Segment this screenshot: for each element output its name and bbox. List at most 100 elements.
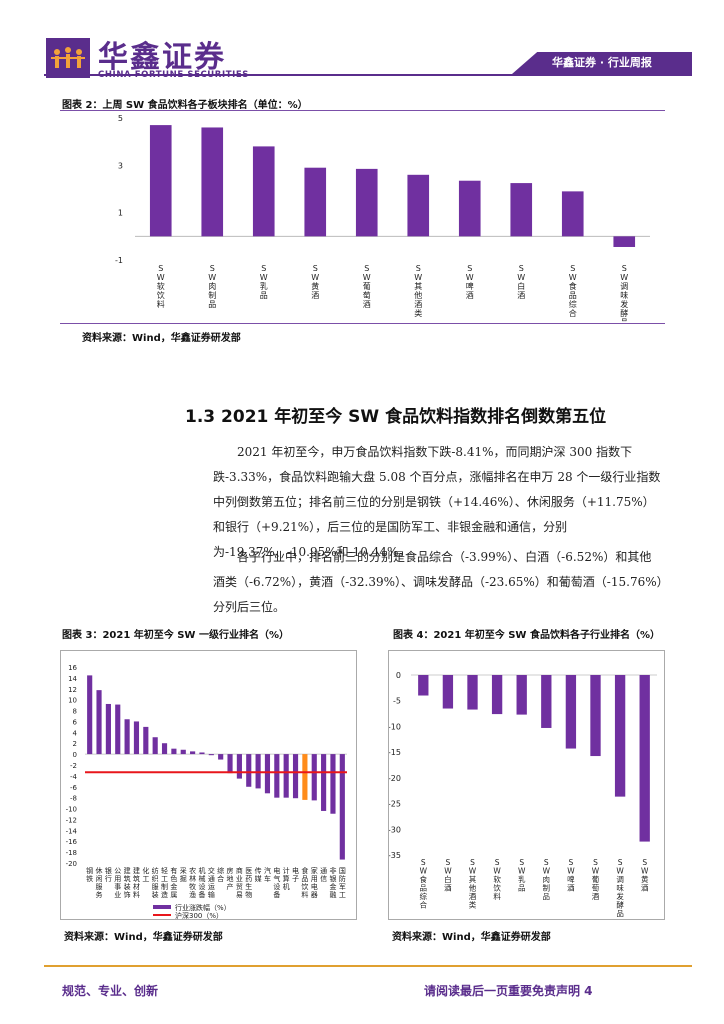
figure-4-frame: 0 -5 -10 -15 -20 -25 -30 -35 S W 食品综合 S W 白酒 S W 其他酒类 S W 软…: [388, 650, 665, 920]
category-label-1: S W 白酒: [444, 858, 452, 893]
y-tick-label: -2: [70, 762, 77, 770]
legend-line-label: 沪深300（%）: [175, 911, 223, 919]
bar-4: [355, 168, 378, 237]
category-label-3: S W 黄酒: [311, 264, 319, 300]
category-label-1: S W 肉制品: [208, 264, 216, 309]
bar-6: [565, 675, 577, 749]
category-label-27: 国防军工: [339, 867, 346, 899]
y-tick-label: -14: [66, 827, 78, 835]
bar-9: [171, 748, 177, 755]
y-tick-label: -25: [389, 800, 401, 809]
category-label-23: 食品饮料: [301, 866, 308, 899]
sw-industry-ytd-chart: 16 14 12 10 8 6 4 2 0 -2 -4 -6 -8 -10 -12 -14 -16 -18 -20 钢…: [66, 664, 347, 920]
logo-figures-icon: [51, 47, 85, 68]
company-logo-mark: [46, 38, 90, 78]
bar-22: [292, 754, 299, 799]
footer-disclaimer-page: 请阅读最后一页重要免责声明 4: [424, 984, 593, 998]
category-label-0: S W 软饮料: [157, 264, 165, 309]
bar-16: [236, 754, 242, 779]
bar-8: [614, 675, 626, 797]
bar-15: [227, 754, 233, 774]
y-tick-label: -16: [66, 838, 78, 846]
category-label-0: S W 食品综合: [420, 858, 428, 910]
y-tick-label: 0: [396, 671, 401, 680]
bar-25: [321, 754, 327, 811]
section-title: 1.3 2021 年初至今 SW 食品饮料指数排名倒数第五位: [185, 407, 607, 427]
figure-2-top-rule: [60, 110, 665, 111]
category-label-5: 建筑材料: [133, 866, 140, 899]
category-label-1: 休闲服务: [96, 866, 103, 899]
bar-4: [124, 719, 130, 755]
bar-7: [510, 183, 533, 237]
figure-4-source: 资料来源：Wind，华鑫证券研发部: [392, 932, 551, 943]
category-label-19: 汽车: [264, 866, 271, 883]
y-tick-label: -1: [115, 256, 123, 265]
bar-1: [96, 690, 102, 755]
category-label-7: S W 葡萄酒: [592, 858, 600, 901]
bar-7: [590, 675, 601, 757]
y-tick-label: 16: [68, 664, 77, 672]
bar-0: [149, 125, 172, 237]
category-label-13: 交通运输: [208, 866, 215, 899]
y-tick-label: 4: [73, 729, 78, 737]
category-label-2: S W 乳品: [260, 264, 268, 300]
y-tick-label: 10: [68, 697, 77, 705]
category-label-21: 计算机: [283, 866, 290, 891]
legend-bar-label: 行业涨跌幅（%）: [175, 903, 231, 912]
bar-12: [199, 752, 205, 755]
bar-8: [161, 743, 168, 755]
bar-2: [105, 703, 111, 755]
category-label-2: S W 其他酒类: [469, 858, 477, 910]
footer-divider: [44, 965, 692, 967]
bar-19: [264, 754, 271, 794]
category-label-17: 医药生物: [245, 867, 252, 899]
y-tick-label: 2: [73, 740, 77, 748]
category-label-0: 钢铁: [86, 866, 93, 883]
category-label-5: S W 肉制品: [543, 858, 551, 901]
category-label-8: 轻工制造: [161, 866, 168, 899]
bar-1: [442, 675, 454, 709]
bar-4: [516, 675, 527, 715]
category-label-6: 化工: [142, 866, 149, 883]
category-label-25: 通信: [320, 866, 327, 883]
y-tick-label: -10: [389, 722, 401, 731]
header-divider: [44, 74, 692, 76]
report-type-tab: 华鑫证券 · 行业周报: [512, 52, 692, 74]
category-label-26: 非银金融: [329, 866, 336, 899]
bar-3: [491, 675, 503, 715]
bar-5: [407, 174, 430, 237]
y-tick-label: -20: [389, 774, 401, 783]
category-label-4: 建筑装饰: [124, 866, 131, 899]
bar-10: [180, 749, 186, 755]
paragraph-1: 2021 年初至今，申万食品饮料指数下跌-8.41%，而同期沪深 300 指数下…: [213, 445, 661, 559]
bar-9: [613, 236, 636, 247]
y-tick-label: 8: [73, 708, 77, 716]
y-tick-label: 5: [118, 114, 123, 123]
category-label-4: S W 乳品: [518, 858, 526, 893]
category-label-10: 采掘: [180, 866, 187, 883]
bar-17: [246, 754, 252, 787]
y-tick-label: -15: [389, 748, 401, 757]
y-tick-label: -6: [70, 784, 78, 792]
bar-2: [467, 675, 478, 710]
bar-6: [143, 726, 149, 755]
bar-0: [418, 675, 429, 696]
bar-26: [330, 754, 336, 814]
figure-2-caption: 图表 2：上周 SW 食品饮料各子板块排名（单位：%）: [62, 100, 308, 111]
y-tick-label: 3: [118, 161, 123, 170]
bar-3: [304, 167, 327, 237]
bar-13: [208, 754, 214, 756]
category-label-12: 机械设备: [198, 866, 205, 899]
figure-2-bottom-rule: [60, 323, 665, 324]
category-label-8: S W 食品综合: [569, 264, 577, 318]
bar-8: [561, 191, 584, 237]
category-label-7: 纺织服装: [152, 866, 159, 899]
bar-6: [458, 180, 481, 237]
y-tick-label: 1: [118, 209, 123, 218]
category-label-5: S W 其他酒类: [414, 264, 422, 318]
paragraph-2: 各子行业中，排名前三的分别是食品综合（-3.99%）、白酒（-6.52%）和其他…: [213, 550, 663, 614]
bar-5: [133, 721, 140, 755]
y-tick-label: -30: [389, 825, 401, 834]
bar-24: [311, 754, 317, 801]
